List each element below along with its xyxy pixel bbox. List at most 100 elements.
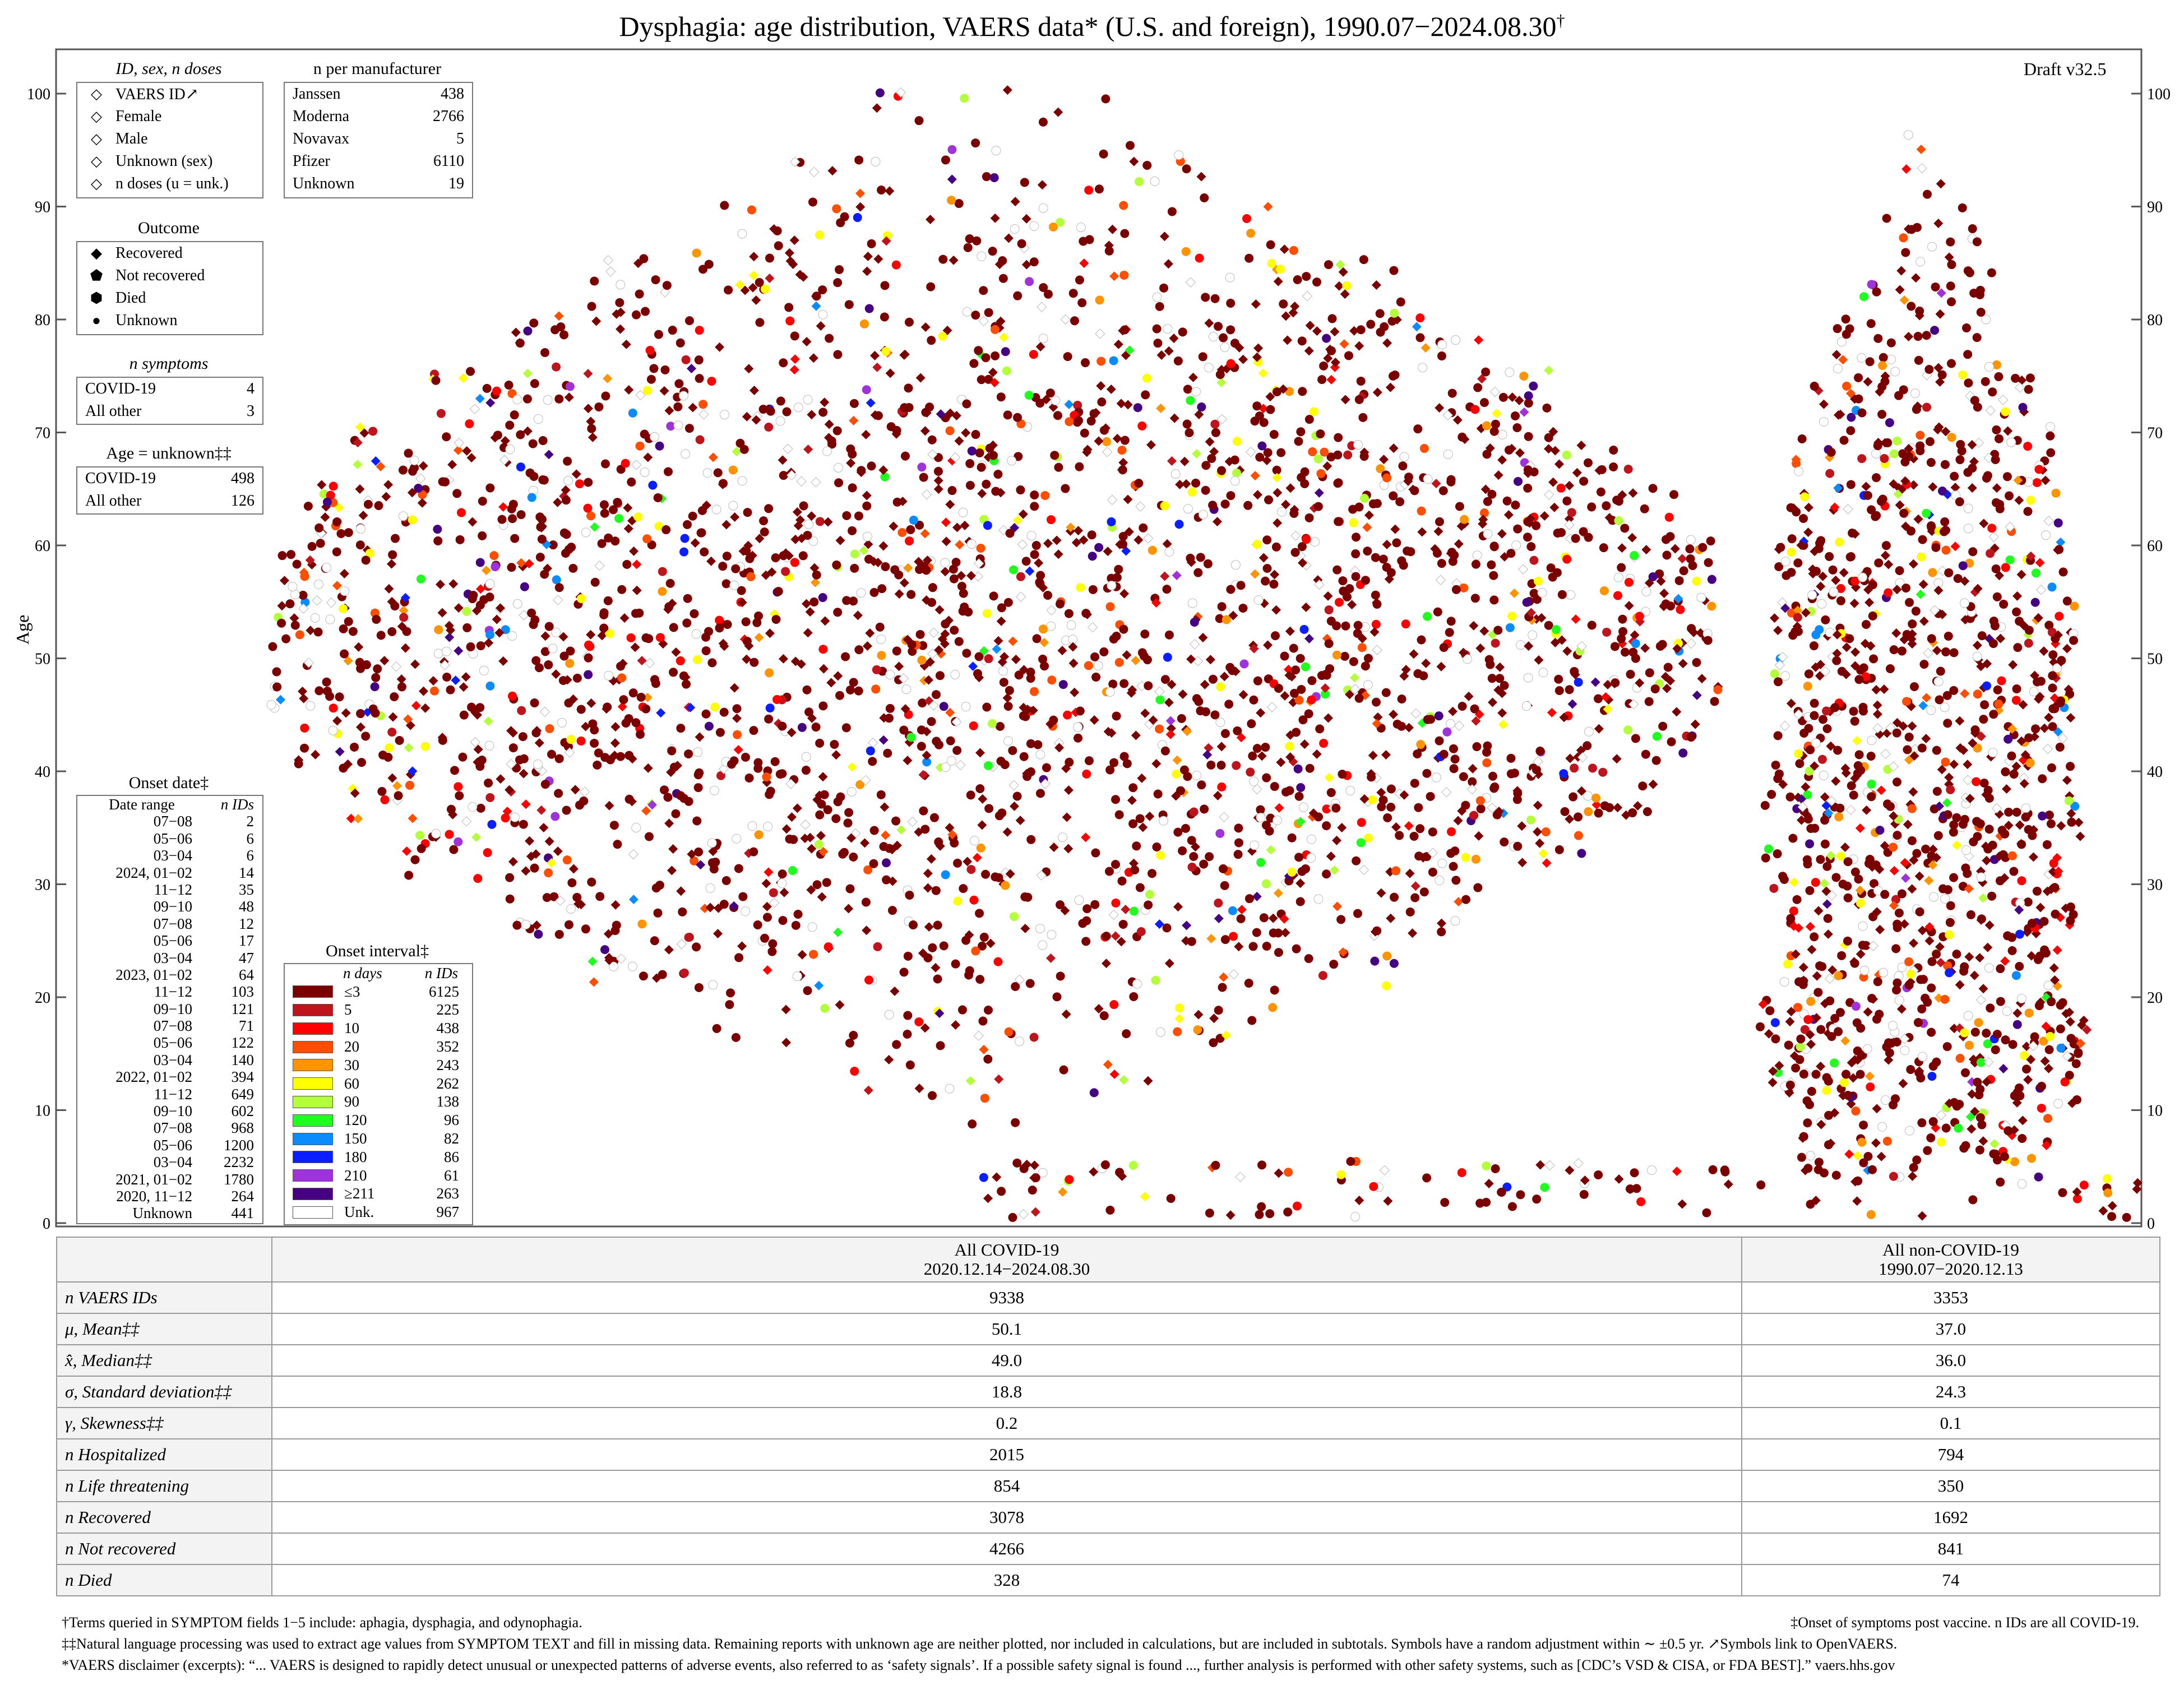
point-not-recovered bbox=[1266, 405, 1275, 414]
point-not-recovered bbox=[1038, 654, 1048, 664]
point-not-recovered bbox=[1028, 1186, 1037, 1195]
point-not-recovered bbox=[340, 649, 349, 659]
point-not-recovered bbox=[922, 757, 932, 767]
point-not-recovered bbox=[516, 462, 525, 472]
point-recovered bbox=[656, 708, 666, 718]
color-swatch bbox=[293, 1003, 333, 1016]
point-recovered bbox=[1043, 538, 1053, 548]
point-recovered bbox=[835, 1000, 845, 1010]
point-not-recovered bbox=[1111, 860, 1121, 869]
point-not-recovered bbox=[886, 422, 896, 432]
point-not-recovered bbox=[332, 517, 342, 526]
point-not-recovered bbox=[1797, 1152, 1806, 1162]
point-recovered bbox=[1002, 85, 1012, 95]
point-recovered bbox=[1807, 945, 1817, 955]
point-recovered bbox=[1863, 377, 1873, 387]
point-not-recovered bbox=[394, 791, 403, 800]
point-recovered bbox=[1899, 635, 1909, 645]
point-not-recovered bbox=[1899, 385, 1908, 395]
point-not-recovered bbox=[1449, 744, 1458, 753]
point-not-recovered bbox=[1428, 867, 1437, 877]
point-recovered bbox=[1349, 326, 1359, 336]
point-not-recovered bbox=[1613, 591, 1622, 600]
point-not-recovered bbox=[998, 666, 1008, 676]
point-recovered bbox=[831, 750, 841, 760]
point-not-recovered bbox=[1221, 615, 1231, 624]
point-recovered bbox=[790, 354, 800, 364]
point-not-recovered bbox=[1946, 901, 1955, 910]
point-not-recovered bbox=[1846, 480, 1856, 489]
point-not-recovered bbox=[1849, 706, 1858, 716]
point-not-recovered bbox=[953, 896, 963, 906]
manufacturer-row: Pfizer 6110 bbox=[285, 150, 472, 173]
legend-id-item: ◇ Male bbox=[77, 128, 262, 150]
onset-date-range: 2022, 01−02 bbox=[115, 1068, 192, 1086]
point-not-recovered bbox=[339, 604, 348, 613]
col-n-days: n days bbox=[343, 964, 382, 982]
point-recovered bbox=[1785, 1017, 1795, 1027]
point-not-recovered bbox=[1913, 332, 1923, 341]
point-not-recovered bbox=[726, 988, 735, 998]
point-not-recovered bbox=[1886, 338, 1896, 348]
point-recovered bbox=[1831, 350, 1841, 360]
point-recovered bbox=[276, 695, 285, 705]
onset-date-row: 2020, 11−12 264 bbox=[77, 1188, 262, 1205]
point-recovered bbox=[1970, 1107, 1980, 1117]
point-recovered bbox=[688, 402, 698, 413]
point-not-recovered bbox=[1470, 405, 1480, 414]
point-recovered bbox=[1960, 688, 1970, 698]
point-not-recovered bbox=[867, 239, 876, 248]
point-not-recovered bbox=[507, 389, 517, 399]
point-not-recovered bbox=[939, 702, 948, 711]
point-not-recovered bbox=[548, 540, 558, 550]
point-not-recovered bbox=[576, 705, 586, 714]
point-recovered bbox=[820, 397, 830, 408]
point-recovered bbox=[1096, 381, 1106, 391]
point-not-recovered bbox=[516, 510, 526, 520]
point-not-recovered bbox=[1795, 759, 1804, 769]
point-not-recovered bbox=[1046, 621, 1056, 631]
point-not-recovered bbox=[1473, 383, 1483, 392]
point-recovered bbox=[632, 585, 642, 595]
point-recovered bbox=[1053, 107, 1063, 117]
point-recovered bbox=[1843, 504, 1853, 515]
point-not-recovered bbox=[1247, 1016, 1257, 1025]
point-not-recovered bbox=[1187, 487, 1197, 497]
point-not-recovered bbox=[475, 600, 485, 610]
point-not-recovered bbox=[1979, 779, 1989, 788]
point-not-recovered bbox=[1333, 479, 1343, 488]
onset-date-row: 05−06 6 bbox=[77, 830, 262, 847]
point-not-recovered bbox=[1704, 558, 1713, 567]
point-not-recovered bbox=[1908, 619, 1917, 629]
stats-row-label: n VAERS IDs bbox=[56, 1281, 272, 1314]
point-not-recovered bbox=[707, 858, 717, 868]
point-recovered bbox=[1063, 844, 1074, 854]
point-not-recovered bbox=[1446, 617, 1456, 626]
point-not-recovered bbox=[1029, 687, 1039, 696]
point-recovered bbox=[1127, 685, 1137, 695]
point-recovered bbox=[1167, 679, 1177, 689]
point-not-recovered bbox=[1114, 810, 1124, 820]
point-not-recovered bbox=[1939, 527, 1949, 536]
point-not-recovered bbox=[1797, 434, 1807, 444]
point-recovered bbox=[1550, 637, 1560, 647]
point-not-recovered bbox=[1372, 926, 1382, 936]
point-recovered bbox=[2042, 1140, 2052, 1150]
point-recovered bbox=[1805, 922, 1815, 932]
point-recovered bbox=[332, 716, 343, 726]
point-not-recovered bbox=[1989, 639, 1998, 649]
point-not-recovered bbox=[1928, 1062, 1938, 1071]
point-not-recovered bbox=[1826, 447, 1836, 457]
point-recovered bbox=[1112, 433, 1122, 443]
point-recovered bbox=[1410, 881, 1420, 891]
point-recovered bbox=[1238, 689, 1248, 700]
point-not-recovered bbox=[692, 248, 701, 258]
point-not-recovered bbox=[298, 590, 308, 600]
point-recovered bbox=[376, 461, 386, 471]
point-recovered bbox=[978, 316, 989, 326]
point-recovered bbox=[862, 641, 872, 651]
point-recovered bbox=[2019, 779, 2029, 789]
point-not-recovered bbox=[1940, 702, 1950, 712]
point-not-recovered bbox=[1038, 624, 1048, 634]
point-not-recovered bbox=[1945, 918, 1955, 927]
